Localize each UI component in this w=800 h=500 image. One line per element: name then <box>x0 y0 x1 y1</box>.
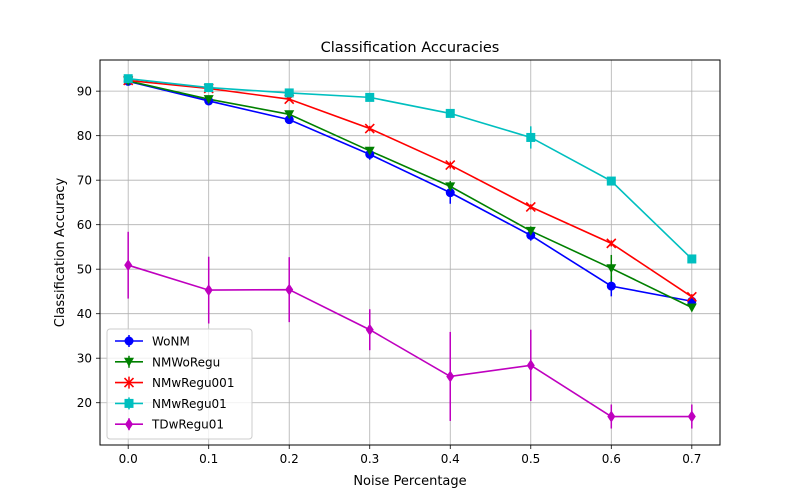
y-tick-label: 50 <box>77 263 92 277</box>
data-point <box>204 284 213 297</box>
plot-frame <box>99 59 721 446</box>
data-point <box>446 370 455 383</box>
data-point <box>445 108 455 118</box>
series-markers <box>123 74 697 423</box>
y-tick-label: 30 <box>77 352 92 366</box>
data-point <box>606 176 616 186</box>
data-point <box>284 88 294 98</box>
legend-label: NMWoRegu <box>152 355 220 369</box>
x-tick-label: 0.2 <box>280 452 299 466</box>
y-tick-label: 20 <box>77 396 92 410</box>
x-tick-label: 0.5 <box>521 452 540 466</box>
series-line-2 <box>128 79 693 298</box>
legend-marker <box>124 336 134 346</box>
series-line-0 <box>127 80 692 303</box>
x-tick-label: 0.1 <box>199 452 218 466</box>
legend-box <box>106 328 253 440</box>
y-tick-label: 80 <box>77 129 92 143</box>
data-point <box>525 226 536 236</box>
x-axis-label: Noise Percentage <box>353 474 466 489</box>
data-point <box>445 159 456 171</box>
data-point <box>526 132 536 142</box>
data-point <box>445 182 456 192</box>
legend-marker <box>123 377 135 388</box>
x-tick-label: 0.3 <box>360 452 379 466</box>
legend-marker <box>125 418 133 431</box>
data-point <box>364 123 375 134</box>
data-point <box>607 410 616 423</box>
data-point <box>284 110 295 120</box>
data-point <box>606 281 616 291</box>
y-tick-label: 90 <box>77 85 92 99</box>
legend-marker <box>124 357 134 367</box>
data-point <box>204 83 214 93</box>
x-tick-label: 0.0 <box>119 452 138 466</box>
legend-label: WoNM <box>152 335 190 349</box>
data-point <box>364 146 375 156</box>
data-point <box>526 359 535 372</box>
y-axis-label: Classification Accuracy <box>53 177 68 327</box>
data-point <box>687 254 697 264</box>
legend: WoNM NMWoRegu NMwRegu001 NMwRegu01 TDwRegu01 <box>106 328 253 440</box>
x-tick-label: 0.7 <box>682 452 701 466</box>
data-point <box>124 259 133 272</box>
series-line-1 <box>128 80 693 309</box>
data-point <box>686 303 697 313</box>
data-point <box>686 291 697 302</box>
data-point <box>285 283 294 296</box>
data-point <box>606 264 617 274</box>
data-point <box>606 238 617 249</box>
data-point <box>284 115 294 125</box>
data-point <box>445 188 455 198</box>
legend-marker <box>124 398 134 408</box>
data-point <box>123 74 133 84</box>
series-lines <box>127 77 693 418</box>
x-tick-label: 0.4 <box>441 452 460 466</box>
data-point <box>365 323 374 336</box>
x-tick-label: 0.6 <box>602 452 621 466</box>
chart-title: Classification Accuracies <box>321 40 500 56</box>
legend-label: NMwRegu001 <box>152 376 234 390</box>
legend-label: NMwRegu01 <box>152 397 227 411</box>
x-axis-ticks: 0.0 0.1 0.2 0.3 0.4 0.5 0.6 0.7 <box>119 445 701 466</box>
series-line-3 <box>128 77 693 260</box>
y-tick-label: 60 <box>77 218 92 232</box>
data-point <box>203 95 214 105</box>
data-point <box>365 92 375 102</box>
legend-label: TDwRegu01 <box>151 418 224 432</box>
y-axis-ticks: 20 30 40 50 60 70 80 90 <box>77 85 100 410</box>
data-point <box>687 410 696 423</box>
data-point <box>525 201 536 212</box>
y-tick-label: 40 <box>77 307 92 321</box>
series-line-4 <box>127 264 692 418</box>
y-tick-label: 70 <box>77 174 92 188</box>
